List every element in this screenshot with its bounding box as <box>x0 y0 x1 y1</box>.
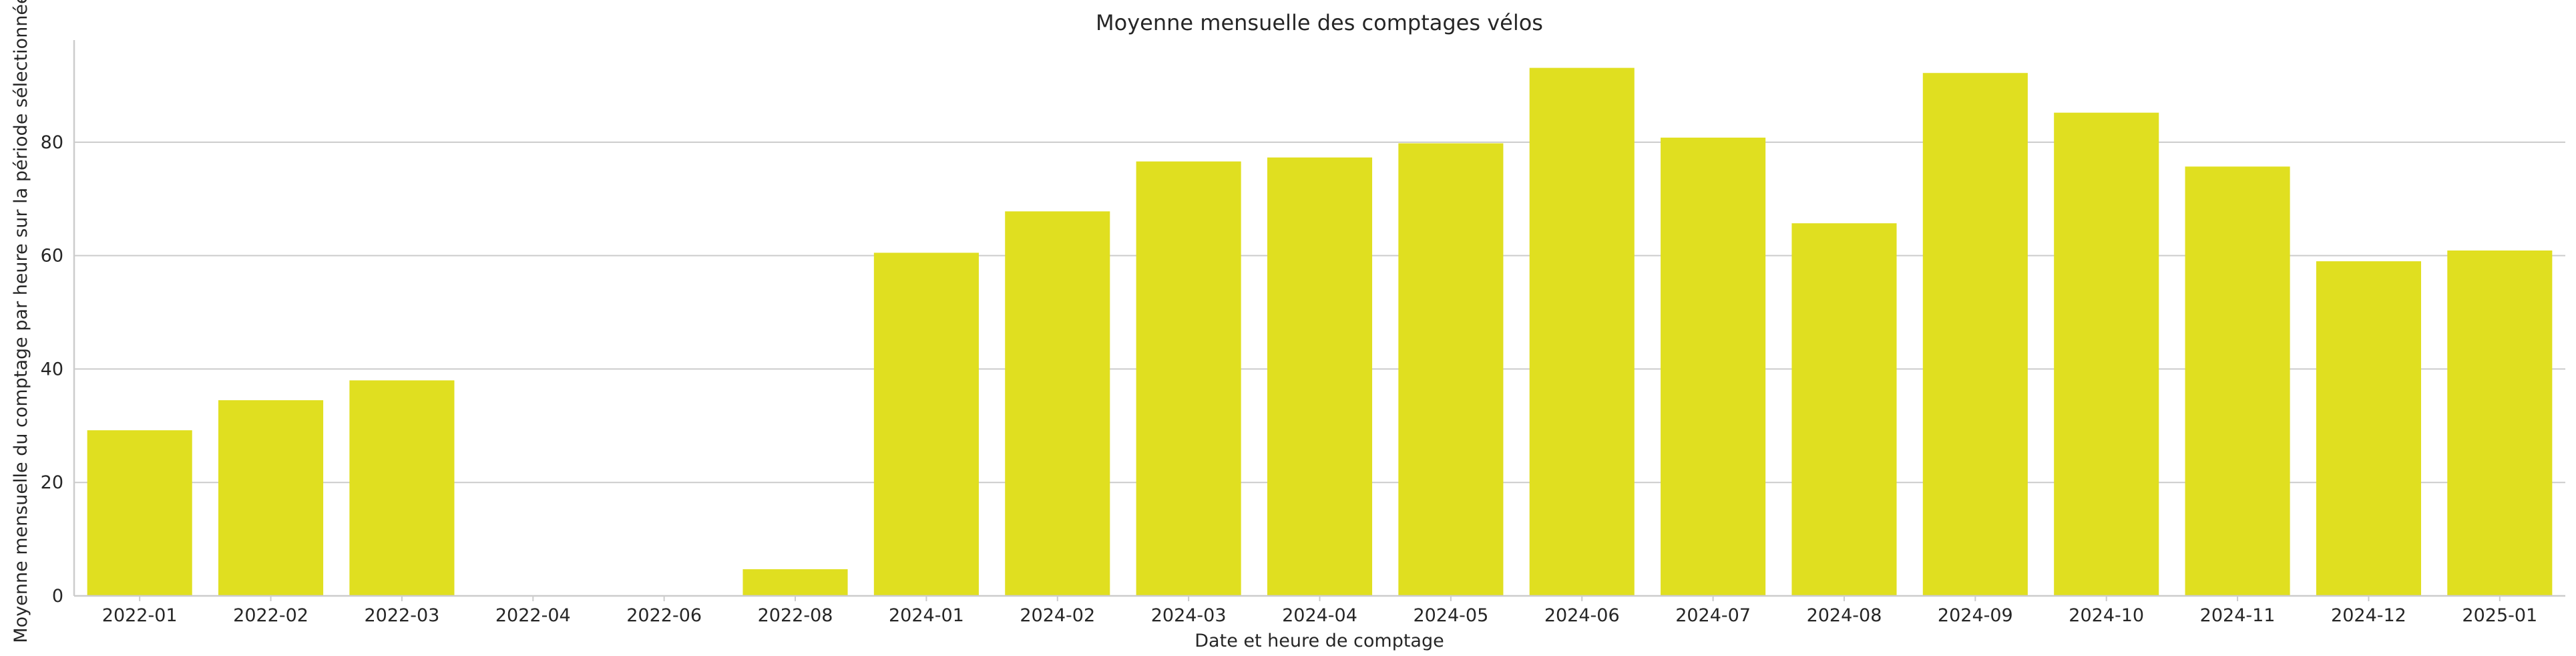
bar-2022-08 <box>742 569 848 596</box>
x-tick-label: 2025-01 <box>2462 605 2537 626</box>
y-tick-label: 20 <box>41 472 63 493</box>
chart-title: Moyenne mensuelle des comptages vélos <box>1096 10 1543 35</box>
x-tick-label: 2024-08 <box>1807 605 1882 626</box>
y-tick-label: 80 <box>41 132 63 153</box>
x-tick-label: 2024-04 <box>1282 605 1357 626</box>
x-tick-label: 2022-03 <box>365 605 440 626</box>
x-tick-label: 2022-02 <box>233 605 308 626</box>
bar-2024-05 <box>1398 143 1504 596</box>
x-tick-label: 2022-06 <box>626 605 702 626</box>
y-axis-ticks: 0 20 40 60 80 <box>41 132 63 607</box>
x-tick-label: 2024-09 <box>1938 605 2013 626</box>
bar-2022-02 <box>218 400 324 596</box>
x-tick-label: 2022-04 <box>495 605 571 626</box>
x-tick-label: 2024-10 <box>2069 605 2144 626</box>
x-tick-label: 2022-01 <box>102 605 178 626</box>
bar-2024-04 <box>1267 157 1373 596</box>
bar-2024-08 <box>1791 223 1897 596</box>
bar-2022-03 <box>349 380 455 596</box>
bar-2025-01 <box>2447 250 2553 596</box>
bar-2024-06 <box>1529 67 1635 597</box>
x-tick-label: 2022-08 <box>758 605 833 626</box>
x-tick-label: 2024-02 <box>1020 605 1095 626</box>
bars <box>87 67 2553 597</box>
x-tick-label: 2024-12 <box>2331 605 2406 626</box>
y-tick-label: 60 <box>41 246 63 267</box>
bar-2024-03 <box>1136 161 1241 596</box>
bar-2024-12 <box>2316 261 2421 596</box>
x-tick-label: 2024-11 <box>2200 605 2276 626</box>
bar-2024-09 <box>1922 73 2028 596</box>
x-tick-label: 2024-01 <box>889 605 964 626</box>
x-tick-label: 2024-06 <box>1544 605 1620 626</box>
x-axis-ticks: 2022-01 2022-02 2022-03 2022-04 2022-06 2022-… <box>102 596 2537 626</box>
y-tick-label: 40 <box>41 359 63 379</box>
y-axis-label: Moyenne mensuelle du comptage par heure … <box>11 0 31 643</box>
x-tick-label: 2024-07 <box>1675 605 1751 626</box>
bar-2024-10 <box>2054 112 2159 597</box>
bar-2024-11 <box>2185 166 2290 596</box>
bar-2024-02 <box>1005 211 1110 596</box>
bar-2022-01 <box>87 430 192 596</box>
x-tick-label: 2024-05 <box>1413 605 1488 626</box>
x-tick-label: 2024-03 <box>1151 605 1227 626</box>
bar-2024-07 <box>1661 138 1766 597</box>
x-axis-label: Date et heure de comptage <box>1195 631 1444 651</box>
bar-2024-01 <box>873 253 979 597</box>
y-tick-label: 0 <box>52 586 63 607</box>
